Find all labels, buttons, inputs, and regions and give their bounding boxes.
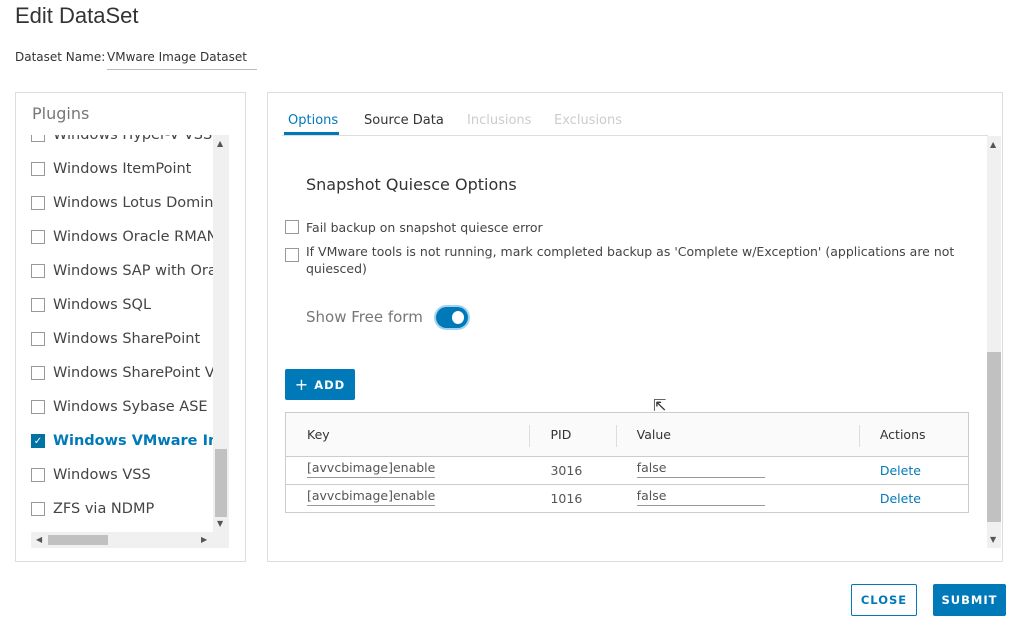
content-vscrollbar[interactable]: ▲ ▼ [987,136,1001,548]
add-button[interactable]: + ADD [285,369,355,400]
value-input[interactable]: false [636,488,765,506]
scroll-down-icon[interactable]: ▼ [990,535,997,544]
dataset-name-label: Dataset Name: [15,50,106,64]
checkbox[interactable] [31,400,45,414]
delete-link[interactable]: Delete [879,491,921,506]
scroll-thumb[interactable] [215,449,227,517]
plugin-item[interactable]: Windows Sybase ASE [31,397,208,417]
delete-link[interactable]: Delete [879,463,921,478]
dialog-title: Edit DataSet [15,3,139,28]
plugin-item[interactable]: Windows SharePoint [31,329,200,349]
hscroll-thumb[interactable] [48,535,108,545]
plugin-list-hscrollbar[interactable]: ◀ ▶ [31,532,229,548]
plugin-label: Windows SQL [53,297,152,313]
option-vmware-tools[interactable]: If VMware tools is not running, mark com… [285,243,965,277]
plugin-label: ZFS via NDMP [53,501,155,517]
scroll-left-icon[interactable]: ◀ [36,535,43,544]
value-input[interactable]: false [636,460,765,478]
plugin-item[interactable]: Windows Oracle RMAN [31,227,213,247]
free-form-toggle[interactable] [436,307,468,328]
scroll-thumb[interactable] [987,352,1001,522]
plugins-panel [15,92,246,562]
plugin-list: Windows Hyper-V VSS Windows ItemPoint Wind… [31,135,213,532]
dataset-name-input[interactable]: VMware Image Dataset [107,48,257,70]
checkbox[interactable] [31,162,45,176]
plugin-item[interactable]: Windows SAP with Oracle [31,261,213,281]
checkbox[interactable] [31,332,45,346]
scroll-right-icon[interactable]: ▶ [201,535,208,544]
plugin-item[interactable]: Windows SQL [31,295,151,315]
key-input[interactable]: [avvcbimage]enable_q [307,460,435,478]
col-actions: Actions [858,412,969,457]
plugin-item[interactable]: Windows Hyper-V VSS [31,135,212,145]
plugin-label: Windows Sybase ASE [53,399,208,415]
tab-divider [282,135,988,136]
checkbox[interactable] [31,366,45,380]
plugin-label: Windows Lotus Domino [53,195,213,211]
plugin-label: Windows VMware Image [53,433,213,449]
scroll-up-icon[interactable]: ▲ [990,140,997,149]
free-form-table: Key PID Value Actions [avvcbimage]enable… [285,412,969,513]
checkbox[interactable] [285,220,299,234]
plugin-label: Windows ItemPoint [53,161,192,177]
scroll-up-icon[interactable]: ▲ [217,139,224,148]
plugin-label: Windows Oracle RMAN [53,229,213,245]
checkbox[interactable] [31,264,45,278]
plugins-title: Plugins [32,104,90,123]
table-row: [avvcbimage]enable_q 1016 false Delete [285,484,969,513]
plugin-item[interactable]: ZFS via NDMP [31,499,154,519]
col-pid: PID [529,412,616,457]
tab-inclusions: Inclusions [467,113,532,128]
plugin-label: Windows VSS [53,467,151,483]
checkbox[interactable] [285,248,299,262]
option-label: Fail backup on snapshot quiesce error [306,220,543,235]
pid-cell: 3016 [529,456,616,485]
plugin-item[interactable]: ✓ Windows VMware Image [31,431,213,451]
section-title: Snapshot Quiesce Options [306,175,517,194]
plugin-label: Windows SAP with Oracle [53,263,213,279]
checkbox[interactable] [31,230,45,244]
mouse-cursor-icon: ⇱ [653,396,667,415]
active-tab-indicator [284,132,339,135]
table-row: [avvcbimage]enable_q 3016 false Delete [285,456,969,485]
col-key: Key [285,412,530,457]
tab-options[interactable]: Options [288,113,339,128]
checkbox[interactable] [31,196,45,210]
key-input[interactable]: [avvcbimage]enable_q [307,488,435,506]
plugin-item[interactable]: Windows ItemPoint [31,159,191,179]
checkbox[interactable] [31,468,45,482]
checkbox[interactable] [31,298,45,312]
add-label: ADD [314,377,346,392]
plugin-list-vscrollbar[interactable]: ▲ ▼ [213,135,229,532]
option-fail-backup[interactable]: Fail backup on snapshot quiesce error [285,219,543,236]
plugin-label: Windows SharePoint VSS [53,365,213,381]
tab-source-data[interactable]: Source Data [364,113,444,128]
col-value: Value [615,412,859,457]
plugin-item[interactable]: Windows VSS [31,465,151,485]
free-form-label: Show Free form [306,308,423,326]
plugin-item[interactable]: Windows Lotus Domino [31,193,213,213]
tab-exclusions: Exclusions [554,113,623,128]
checkbox[interactable] [31,135,45,142]
close-button[interactable]: CLOSE [851,584,917,616]
option-label: If VMware tools is not running, mark com… [306,244,955,276]
plus-icon: + [294,375,310,394]
checkbox[interactable] [31,502,45,516]
plugin-item[interactable]: Windows SharePoint VSS [31,363,213,383]
submit-button[interactable]: SUBMIT [933,584,1006,616]
plugin-label: Windows SharePoint [53,331,201,347]
plugin-label: Windows Hyper-V VSS [53,135,213,143]
checkbox-checked-icon[interactable]: ✓ [31,434,45,448]
scroll-down-icon[interactable]: ▼ [217,519,224,528]
pid-cell: 1016 [529,484,616,513]
